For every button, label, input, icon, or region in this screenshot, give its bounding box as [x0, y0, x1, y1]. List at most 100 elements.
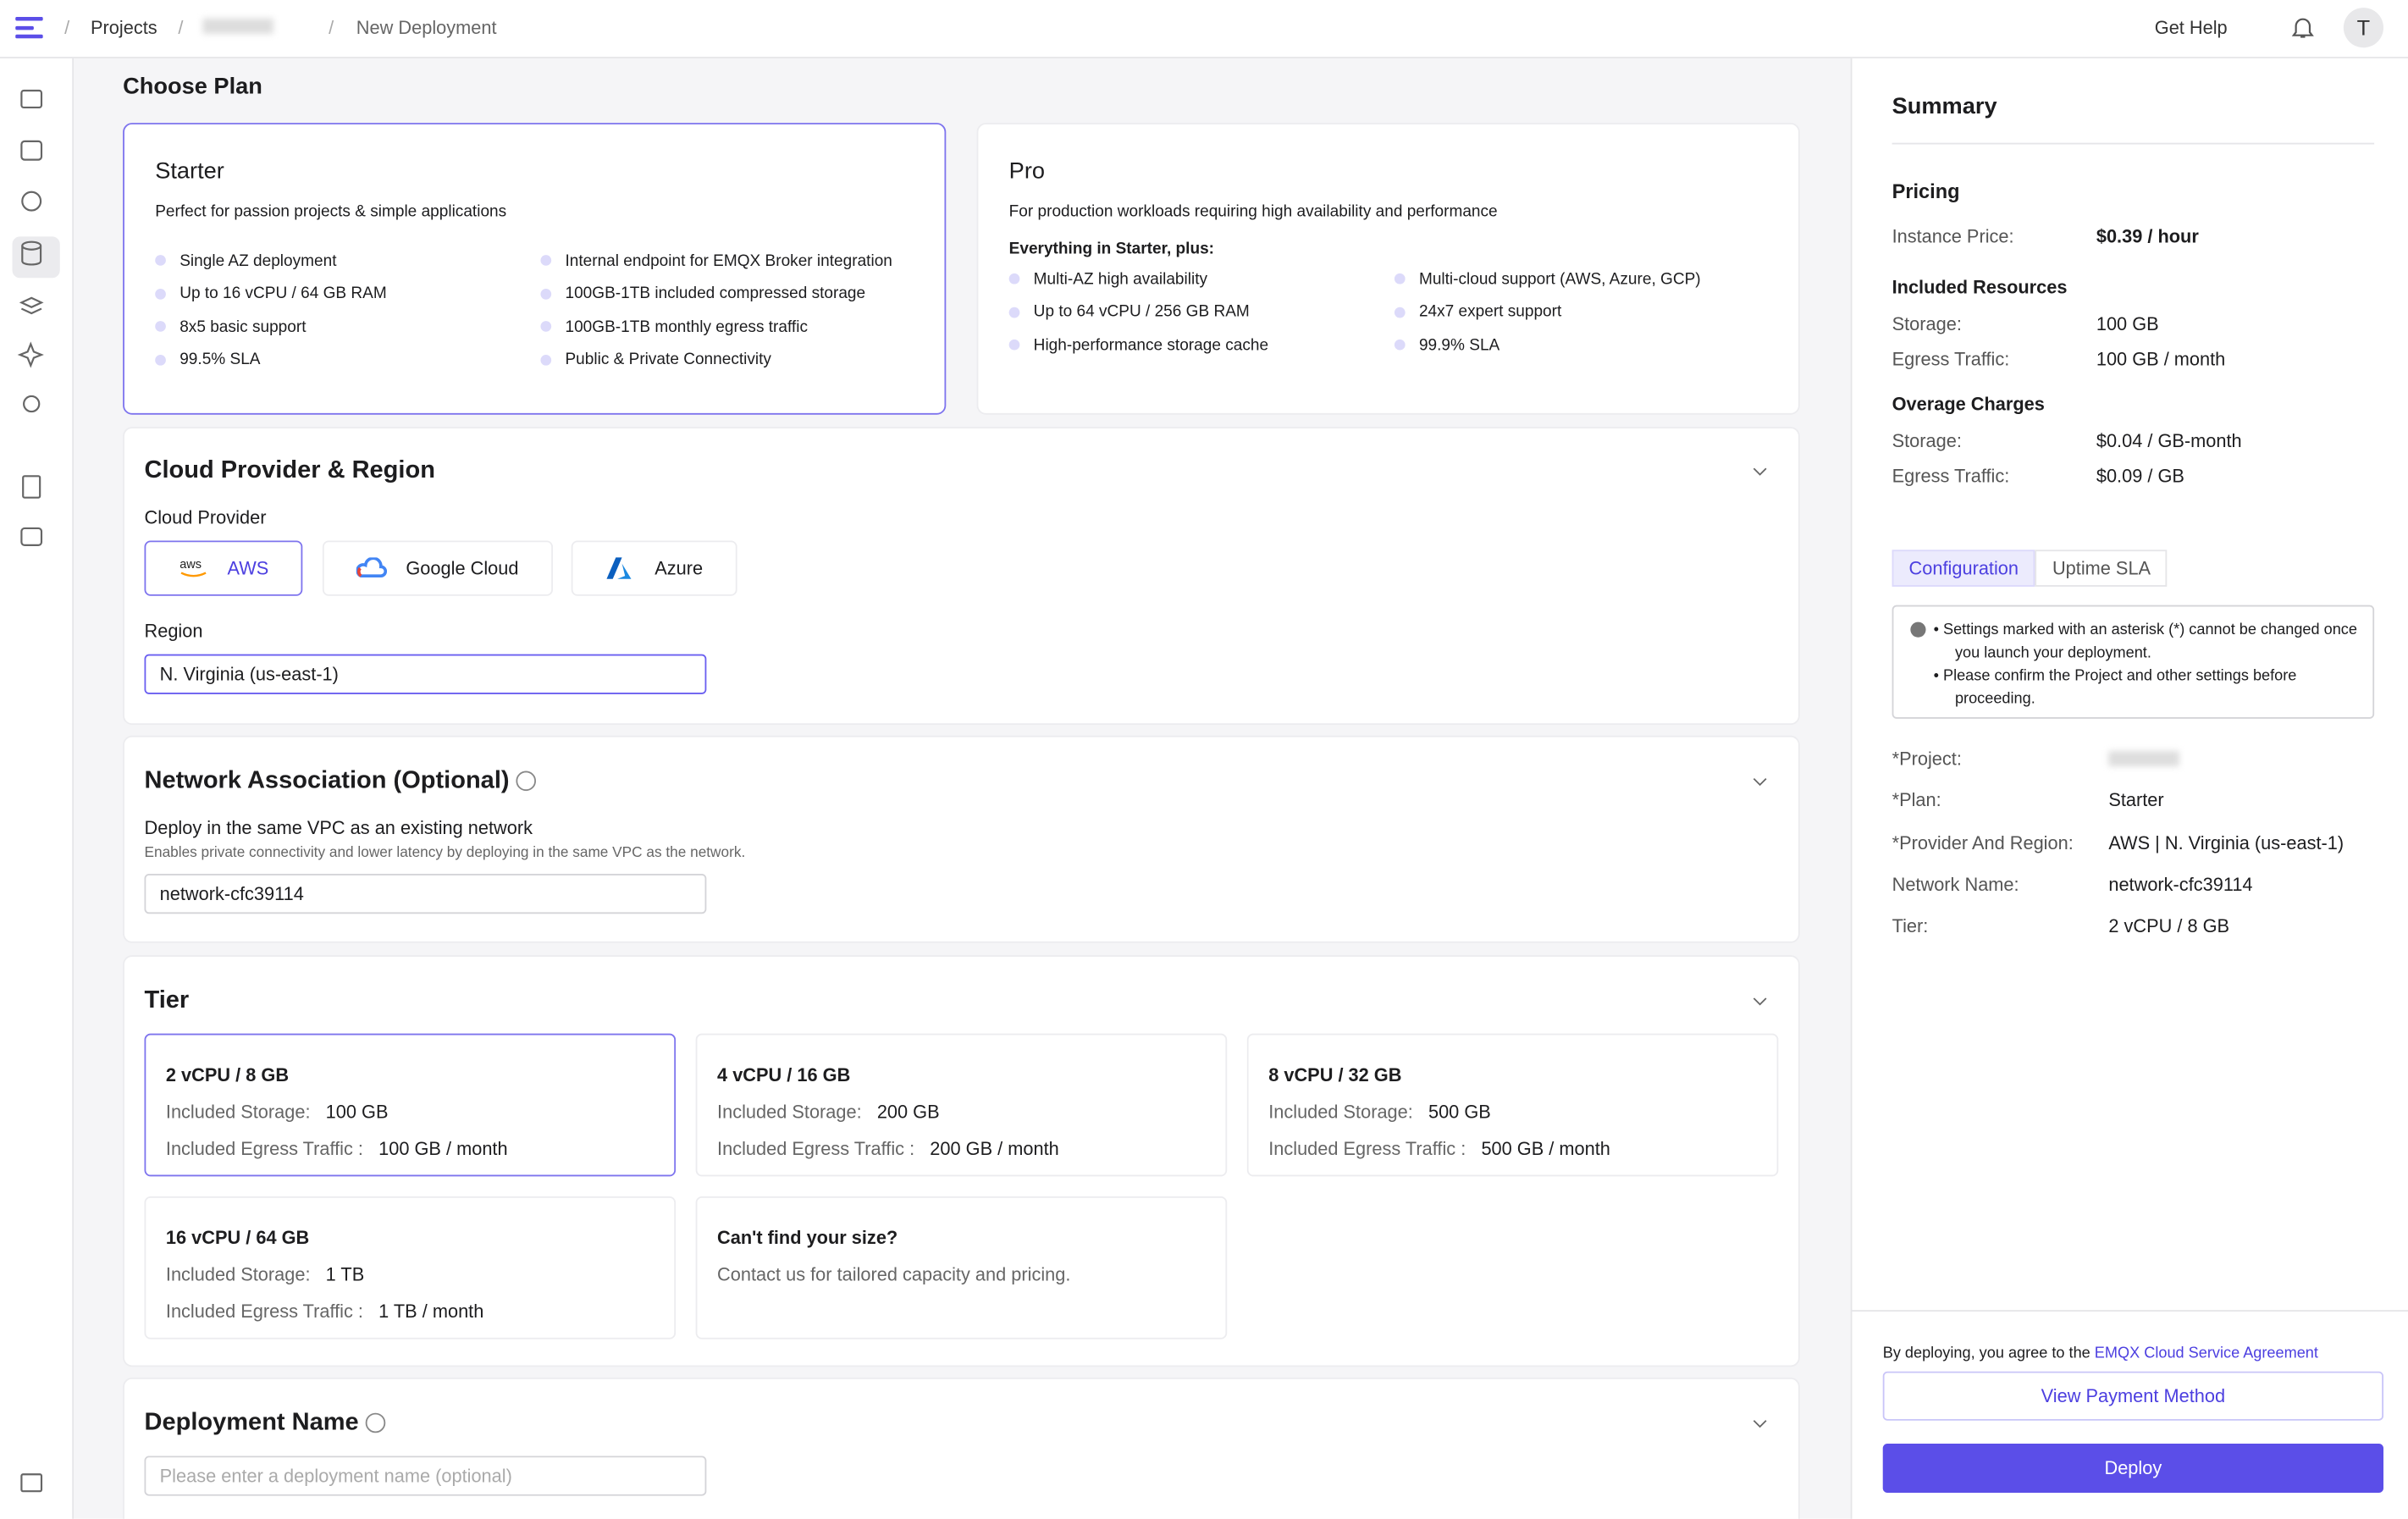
- name-card: Deployment Name Please enter a deploymen…: [123, 1377, 1800, 1519]
- tier-label: Included Storage:: [717, 1101, 862, 1123]
- tier-option[interactable]: 2 vCPU / 8 GB Included Storage: 100 GB Incl…: [144, 1033, 677, 1177]
- summary-group: Included Resources Storage: 100 GB Egress T…: [1892, 276, 2375, 382]
- note: • Settings marked with an asterisk (*) c…: [1933, 621, 2357, 662]
- tier-row: Included Storage: 1 TB: [166, 1257, 654, 1294]
- custom-tier[interactable]: Can't find your size? Contact us for tail…: [695, 1196, 1228, 1339]
- plan-name: Starter: [155, 157, 224, 185]
- collapse[interactable]: [1753, 1419, 1768, 1428]
- provider-logo: [605, 556, 636, 581]
- feature: 99.5% SLA: [155, 343, 540, 376]
- network-select[interactable]: network-cfc39114: [144, 874, 707, 914]
- menu-logo[interactable]: [15, 16, 43, 39]
- tier-row: Included Egress Traffic : 1 TB / month: [166, 1293, 654, 1330]
- custom-title: Can't find your size?: [717, 1227, 898, 1249]
- tier-value: 500 GB: [1428, 1101, 1491, 1123]
- tier-name: 4 vCPU / 16 GB: [717, 1063, 851, 1086]
- provider-name: Azure: [654, 557, 704, 579]
- payment-button[interactable]: View Payment Method: [1882, 1371, 2384, 1421]
- summary-row: Storage: $0.04 / GB-month: [1892, 430, 2375, 465]
- tier-value: 500 GB / month: [1481, 1138, 1610, 1160]
- feature: Multi-cloud support (AWS, Azure, GCP): [1395, 262, 1778, 296]
- bell-icon[interactable]: [2291, 15, 2314, 40]
- tab[interactable]: Uptime SLA: [2035, 550, 2168, 587]
- feature: 100GB-1TB monthly egress traffic: [540, 310, 924, 343]
- provider-name: Google Cloud: [406, 557, 519, 579]
- feature: Up to 64 vCPU / 256 GB RAM: [1009, 296, 1395, 329]
- tier-value: 1 TB: [325, 1263, 365, 1286]
- tab[interactable]: Configuration: [1892, 550, 2035, 587]
- config-row: *Project:: [1892, 748, 2179, 770]
- summary-row: Egress Traffic: 100 GB / month: [1892, 348, 2375, 383]
- name-input[interactable]: Please enter a deployment name (optional…: [144, 1455, 707, 1496]
- region-select[interactable]: N. Virginia (us-east-1): [144, 654, 707, 694]
- plan-name: Pro: [1008, 157, 1046, 185]
- agreement-link[interactable]: EMQX Cloud Service Agreement: [2094, 1345, 2318, 1362]
- collapse[interactable]: [1753, 467, 1768, 476]
- blurred-value: [2108, 750, 2179, 767]
- info-icon: [1910, 621, 1926, 638]
- row-label: Instance Price:: [1892, 225, 2014, 248]
- tier-value: 200 GB: [876, 1101, 940, 1123]
- collapse[interactable]: [1753, 997, 1768, 1006]
- summary: Summary Pricing Instance Price: $0.39 / ho…: [1850, 58, 2408, 1519]
- tier-option[interactable]: 4 vCPU / 16 GB Included Storage: 200 GB Inc…: [695, 1033, 1228, 1177]
- note-text: Please confirm the Project and other set…: [1942, 668, 2297, 709]
- tier-name: 2 vCPU / 8 GB: [165, 1063, 290, 1086]
- provider-name: AWS: [227, 557, 269, 579]
- section-title: Network Association (Optional): [144, 768, 537, 796]
- config-label: *Provider And Region:: [1892, 831, 2074, 853]
- group-title: Overage Charges: [1892, 393, 2045, 415]
- main: Choose Plan Starter Perfect for passion p…: [74, 58, 1851, 1519]
- tier-label: Included Egress Traffic :: [717, 1138, 915, 1160]
- summary-group: Pricing Instance Price: $0.39 / hour: [1892, 180, 2375, 260]
- feature: 24x7 expert support: [1395, 296, 1778, 329]
- feature: High-performance storage cache: [1009, 329, 1395, 362]
- section-title: Tier: [144, 987, 190, 1014]
- config-row: Network Name: network-cfc39114: [1892, 874, 2253, 895]
- tier-value: 200 GB / month: [930, 1138, 1059, 1160]
- tier-name: 8 vCPU / 32 GB: [1268, 1063, 1402, 1086]
- plan-card[interactable]: Starter Perfect for passion projects & si…: [123, 123, 947, 415]
- section-title: Cloud Provider & Region: [144, 457, 435, 484]
- tier-option[interactable]: 16 vCPU / 64 GB Included Storage: 1 TB Incl…: [144, 1196, 677, 1339]
- provider[interactable]: aws AWS: [144, 540, 303, 596]
- blurred-project: [202, 18, 273, 34]
- collapse[interactable]: [1753, 777, 1768, 787]
- avatar[interactable]: T: [2343, 8, 2384, 48]
- field-label: Deploy in the same VPC as an existing ne…: [144, 816, 533, 839]
- summary-row: Storage: 100 GB: [1892, 313, 2375, 348]
- summary-row: Instance Price: $0.39 / hour: [1892, 226, 2375, 261]
- note-text: Settings marked with an asterisk (*) can…: [1942, 621, 2357, 662]
- row-value: 100 GB: [2096, 313, 2159, 335]
- tier-label: Included Egress Traffic :: [165, 1138, 363, 1160]
- summary-group: Overage Charges Storage: $0.04 / GB-month E…: [1892, 393, 2375, 499]
- tier-row: Included Egress Traffic : 200 GB / month: [717, 1130, 1206, 1168]
- group-title: Included Resources: [1892, 276, 2068, 298]
- sidebar-icons: [12, 89, 60, 1493]
- top-bar: / Projects / / New Deployment Get Help T: [0, 0, 2408, 58]
- field-label: Region: [144, 620, 203, 643]
- provider[interactable]: Google Cloud: [322, 540, 553, 596]
- config-label: *Plan:: [1892, 789, 1941, 812]
- field-label: Cloud Provider: [144, 506, 267, 528]
- feature: Internal endpoint for EMQX Broker integr…: [540, 244, 924, 277]
- tier-name: 16 vCPU / 64 GB: [165, 1227, 310, 1249]
- tier-row: Included Storage: 100 GB: [166, 1093, 654, 1130]
- features: Single AZ deployment Up to 16 vCPU / 64 G…: [155, 244, 914, 376]
- tier-option[interactable]: 8 vCPU / 32 GB Included Storage: 500 GB Inc…: [1246, 1033, 1779, 1177]
- tier-value: 1 TB / month: [378, 1301, 484, 1323]
- network-card: Network Association (Optional) Deploy in…: [123, 735, 1800, 943]
- tabs: Configuration Uptime SLA: [1892, 550, 2168, 587]
- feature: Single AZ deployment: [155, 244, 540, 277]
- provider[interactable]: Azure: [571, 540, 737, 596]
- deploy-button[interactable]: Deploy: [1882, 1443, 2384, 1494]
- plan-card[interactable]: Pro For production workloads requiring hi…: [976, 123, 1800, 415]
- row-value: 100 GB / month: [2096, 347, 2226, 370]
- tier-card: Tier 2 vCPU / 8 GB Included Storage: 100 G…: [123, 955, 1800, 1367]
- tier-row: Included Egress Traffic : 100 GB / month: [166, 1130, 654, 1168]
- field-hint: Enables private connectivity and lower l…: [144, 844, 746, 862]
- breadcrumb[interactable]: Projects: [91, 16, 157, 39]
- row-value: $0.39 / hour: [2096, 225, 2199, 248]
- help-menu[interactable]: Get Help: [2154, 16, 2228, 39]
